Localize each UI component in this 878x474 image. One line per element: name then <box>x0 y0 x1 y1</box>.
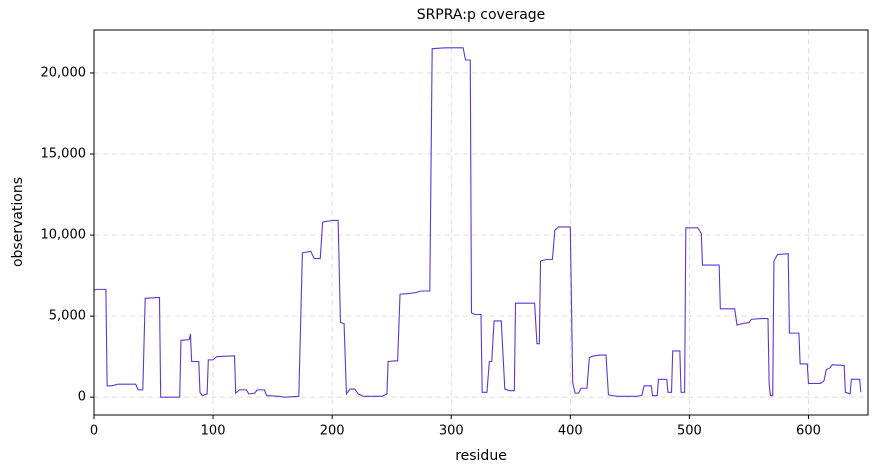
data-line <box>93 47 862 398</box>
x-tick-label: 0 <box>90 424 98 439</box>
x-tick-label: 400 <box>558 424 583 439</box>
y-tick-label: 10,000 <box>41 228 87 243</box>
chart-title: SRPRA:p coverage <box>417 7 546 23</box>
y-tick-label: 5,000 <box>49 309 86 324</box>
plot-frame <box>93 29 869 416</box>
x-tick-label: 600 <box>796 424 821 439</box>
y-tick-label: 15,000 <box>41 147 87 162</box>
y-tick-label: 20,000 <box>41 65 87 80</box>
y-axis-label: observations <box>10 177 26 267</box>
x-axis-label: residue <box>455 448 507 464</box>
x-tick-label: 200 <box>320 424 345 439</box>
x-tick-label: 300 <box>439 424 464 439</box>
x-tick-label: 100 <box>201 424 226 439</box>
x-tick-label: 500 <box>677 424 702 439</box>
y-tick-label: 0 <box>78 390 86 405</box>
